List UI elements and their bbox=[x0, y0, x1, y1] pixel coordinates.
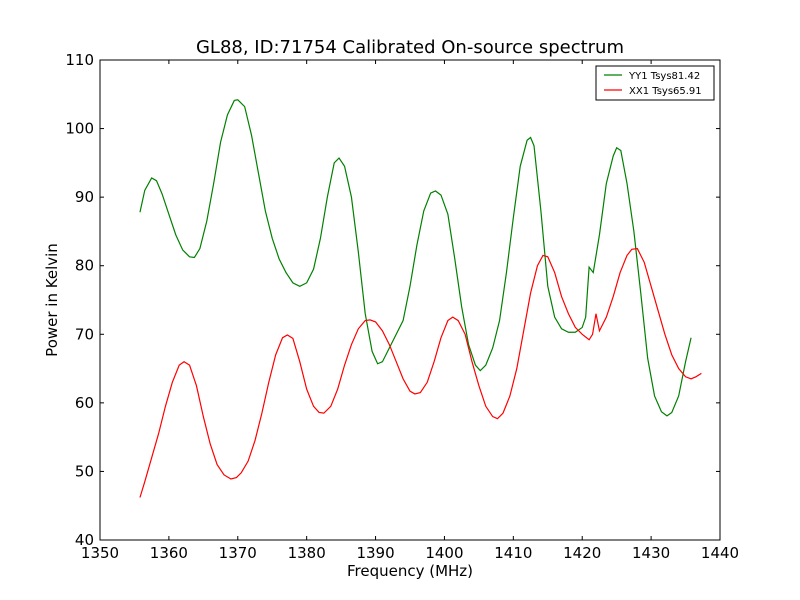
x-tick-label: 1440 bbox=[701, 544, 739, 562]
x-tick-label: 1410 bbox=[494, 544, 532, 562]
x-tick-label: 1350 bbox=[81, 544, 119, 562]
y-tick-label: 50 bbox=[75, 462, 94, 480]
series-line-0 bbox=[139, 99, 692, 417]
x-tick-label: 1420 bbox=[563, 544, 601, 562]
y-tick-label: 60 bbox=[75, 394, 94, 412]
x-tick-label: 1390 bbox=[356, 544, 394, 562]
x-tick-label: 1360 bbox=[150, 544, 188, 562]
y-tick-label: 90 bbox=[75, 188, 94, 206]
legend-entry-label: YY1 Tsys81.42 bbox=[628, 71, 700, 82]
legend-entry-label: XX1 Tsys65.91 bbox=[629, 86, 702, 97]
y-axis-label: Power in Kelvin bbox=[43, 243, 61, 357]
x-tick-label: 1380 bbox=[288, 544, 326, 562]
y-tick-label: 40 bbox=[75, 531, 94, 549]
chart-title: GL88, ID:71754 Calibrated On-source spec… bbox=[196, 37, 624, 58]
plot-area bbox=[99, 59, 721, 541]
y-tick-label: 70 bbox=[75, 325, 94, 343]
x-tick-label: 1370 bbox=[219, 544, 257, 562]
x-axis-label: Frequency (MHz) bbox=[347, 562, 473, 580]
legend-box bbox=[595, 65, 715, 101]
x-tick-label: 1430 bbox=[632, 544, 670, 562]
axes-frame bbox=[99, 59, 721, 541]
series-line-1 bbox=[139, 247, 702, 498]
y-tick-label: 80 bbox=[75, 257, 94, 275]
y-tick-label: 110 bbox=[65, 51, 94, 69]
axis-ticks: 1350 1360 1370 1380 1390 1400 1410 1420 1430 1440… bbox=[65, 51, 739, 562]
y-tick-label: 100 bbox=[65, 120, 94, 138]
legend: YY1 Tsys81.42 XX1 Tsys65.91 bbox=[595, 65, 715, 101]
x-tick-label: 1400 bbox=[425, 544, 463, 562]
